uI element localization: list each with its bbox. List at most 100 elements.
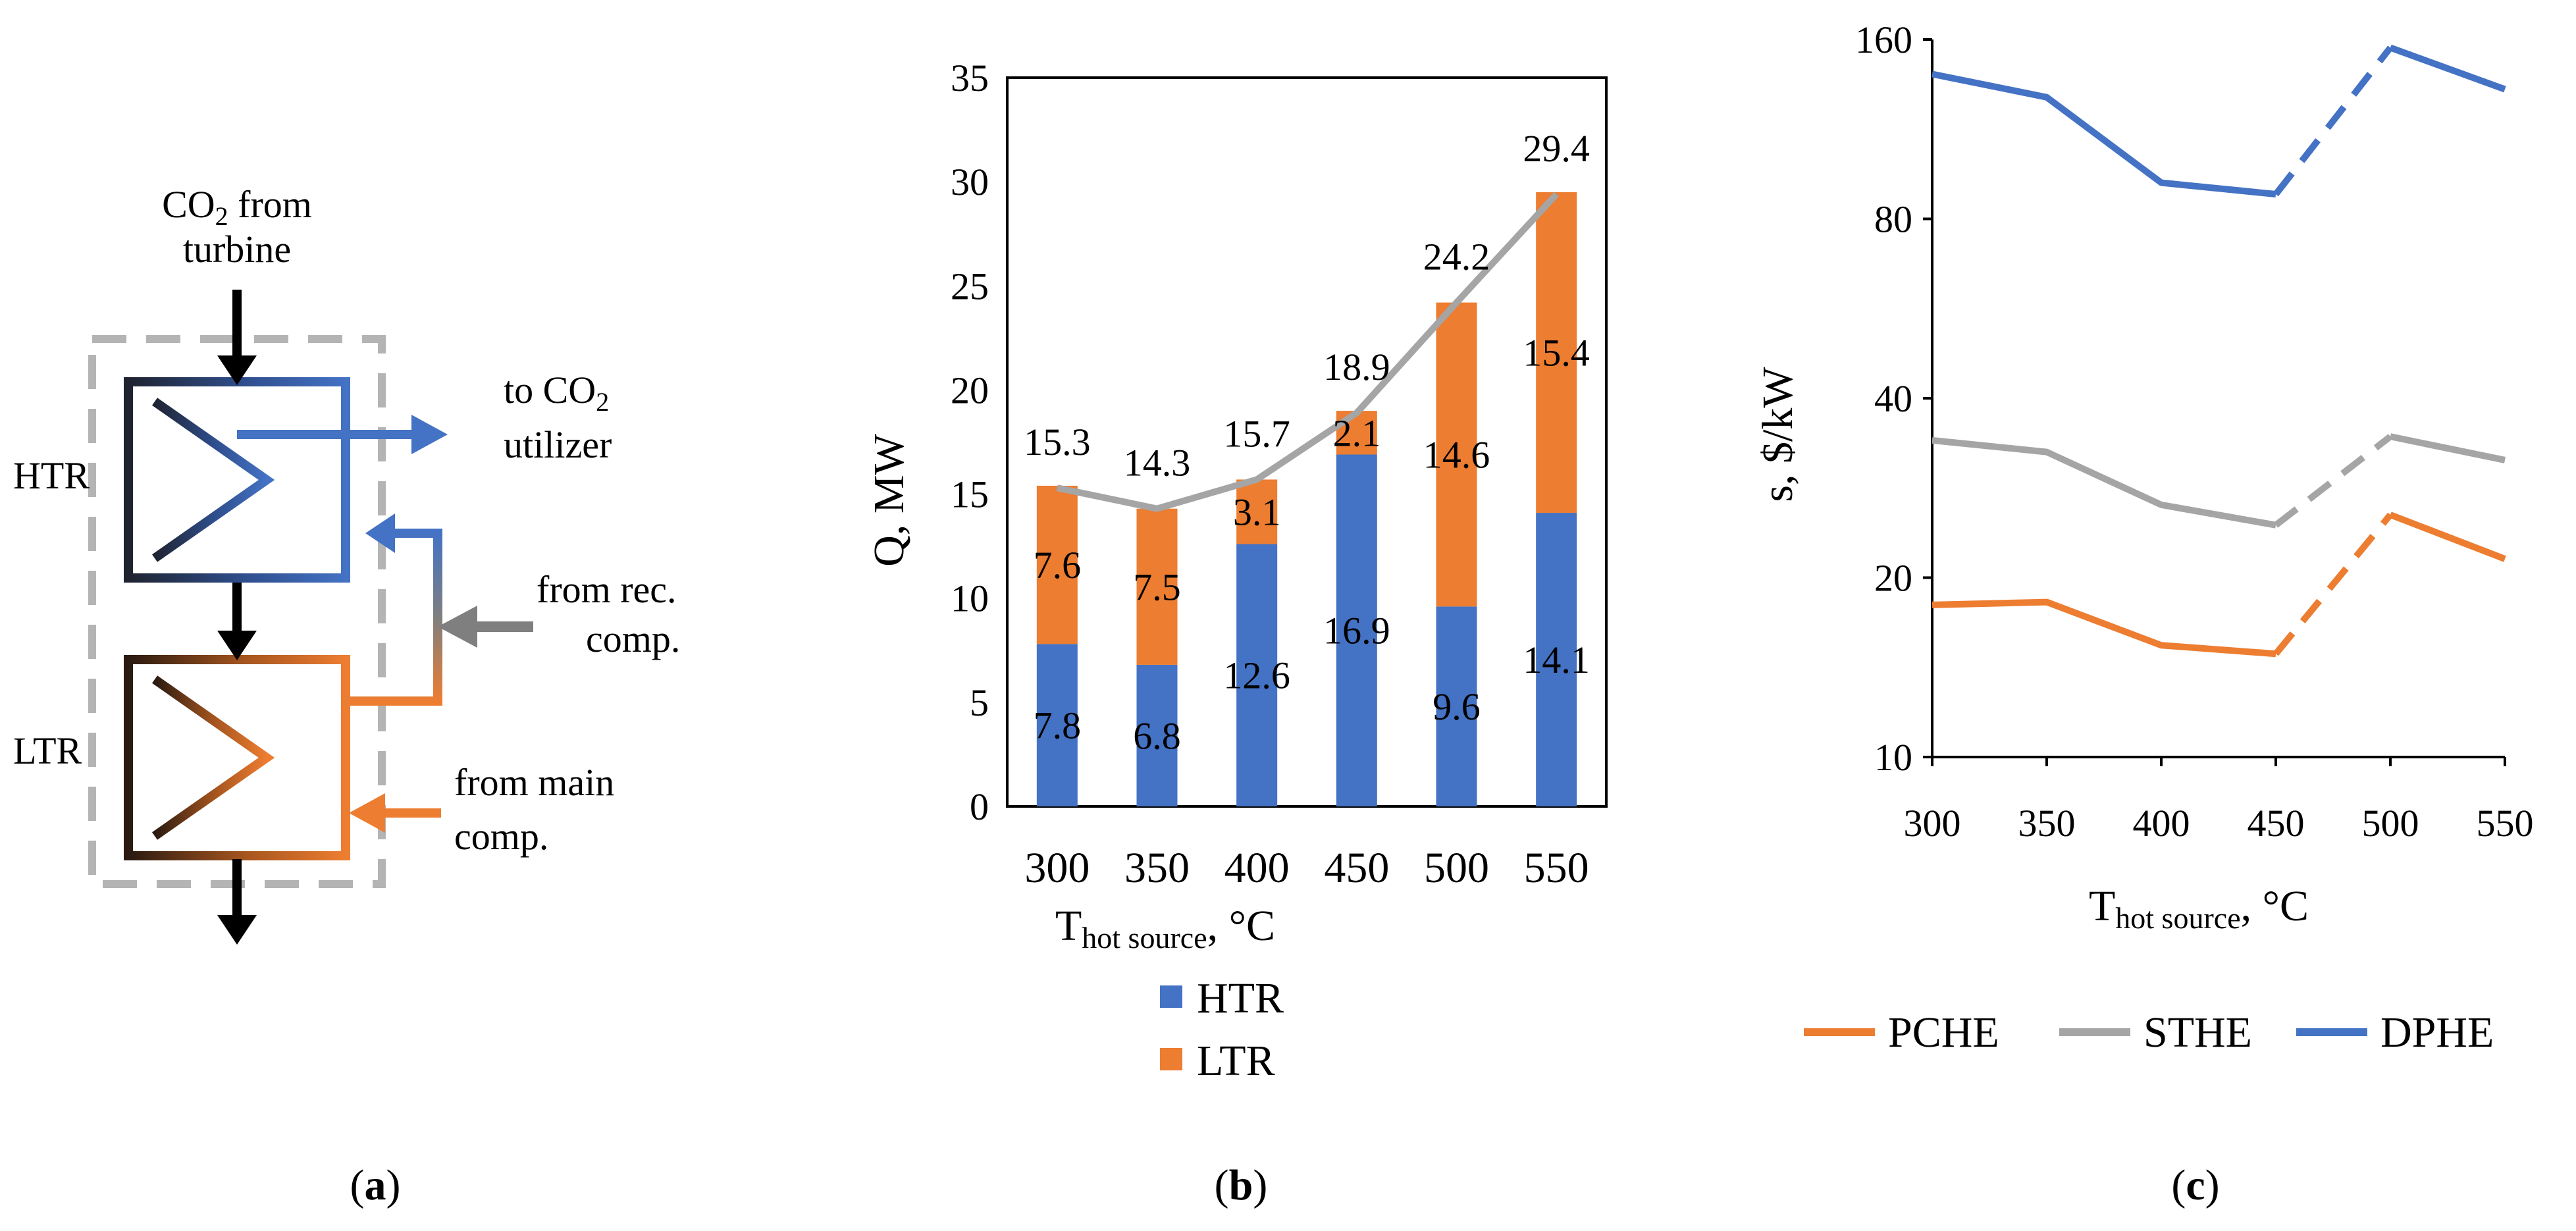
legend-label-ltr: LTR xyxy=(1197,1037,1275,1085)
x-tick-label-400: 400 xyxy=(1224,844,1290,892)
label-total-300: 15.3 xyxy=(1024,421,1091,463)
series-pche-dashed xyxy=(2273,512,2393,656)
label-htr-550: 14.1 xyxy=(1523,639,1590,681)
from-main-label-1: from main xyxy=(454,761,614,804)
ltr-zigzag xyxy=(151,675,275,840)
legend-swatch-htr xyxy=(1160,985,1182,1008)
panel-a-label: (a) xyxy=(350,1161,401,1209)
series-dphe-solid-right xyxy=(2389,44,2506,93)
total-q-line xyxy=(1056,192,1559,512)
bar-htr-350 xyxy=(1136,664,1178,806)
label-total-400: 15.7 xyxy=(1223,412,1290,455)
label-ltr-350: 7.5 xyxy=(1133,565,1181,608)
line-chart-ylabel: s, $/kW xyxy=(1754,367,1802,502)
utilizer-label: utilizer xyxy=(504,423,612,466)
y-tick-label-15: 15 xyxy=(951,473,989,516)
label-ltr-550: 15.4 xyxy=(1523,331,1590,374)
y-tick-label-80: 80 xyxy=(1874,198,1912,241)
y-tick-label-40: 40 xyxy=(1874,377,1912,420)
line-chart-xlabel: Thot source, °C xyxy=(2089,882,2309,935)
to-co2-label: to CO2 xyxy=(504,369,609,417)
panel-b-label: (b) xyxy=(1215,1161,1268,1209)
x-tick-label-550: 550 xyxy=(2477,802,2534,845)
series-dphe-solid-left xyxy=(1932,70,2276,198)
series-pche-solid-left xyxy=(1932,598,2276,658)
turbine-label: turbine xyxy=(183,228,291,271)
legend-label-htr: HTR xyxy=(1197,974,1284,1022)
x-tick-label-350: 350 xyxy=(2018,802,2076,845)
label-htr-350: 6.8 xyxy=(1133,714,1181,757)
bar-htr-500 xyxy=(1436,606,1477,806)
panel-a-schematic: CO2 from turbine to CO2 utilizer HTR LTR… xyxy=(13,183,680,1209)
y-tick-label-160: 160 xyxy=(1855,18,1912,61)
x-tick-label-550: 550 xyxy=(1524,844,1589,892)
bar-chart-legend: HTR LTR xyxy=(1160,974,1284,1085)
from-rec-label-1: from rec. xyxy=(537,568,677,611)
co2-from-label: CO2 from xyxy=(162,183,312,231)
bar-chart-plot-frame xyxy=(1006,76,1608,808)
bar-htr-400 xyxy=(1236,544,1278,806)
x-tick-label-450: 450 xyxy=(2247,802,2305,845)
series-sthe-solid-right xyxy=(2389,433,2506,463)
x-tick-label-500: 500 xyxy=(2362,802,2419,845)
label-ltr-400: 3.1 xyxy=(1233,490,1281,533)
bar-chart-axes: 0 5 10 15 20 25 30 35 300 350 400 450 500 550 xyxy=(951,57,1608,892)
y-tick-label-30: 30 xyxy=(951,161,989,203)
series-sthe-solid-left xyxy=(1932,436,2276,529)
y-tick-label-10: 10 xyxy=(1874,736,1912,779)
ltr-label: LTR xyxy=(13,729,82,772)
panel-c-line-chart: 10 20 40 80 160 300 350 400 450 500 550 s, $/kW Th… xyxy=(1754,18,2534,1209)
y-tick-label-20: 20 xyxy=(951,369,989,411)
bar-chart-total-line xyxy=(1056,192,1559,512)
from-rec-label-2: comp. xyxy=(586,617,680,660)
series-pche-solid-right xyxy=(2389,511,2506,562)
legend-label-sthe: STHE xyxy=(2143,1008,2252,1057)
from-rec-comp-arrow xyxy=(346,513,533,706)
bar-ltr-500 xyxy=(1436,302,1477,607)
bar-ltr-550 xyxy=(1536,192,1577,513)
label-htr-300: 7.8 xyxy=(1034,704,1082,747)
label-ltr-300: 7.6 xyxy=(1034,544,1082,587)
bar-chart-bars xyxy=(1036,192,1577,806)
label-ltr-500: 14.6 xyxy=(1423,433,1490,476)
x-tick-label-500: 500 xyxy=(1424,844,1489,892)
bar-ltr-350 xyxy=(1136,508,1178,665)
label-total-450: 18.9 xyxy=(1323,346,1390,388)
line-chart-series xyxy=(1932,44,2506,658)
label-htr-450: 16.9 xyxy=(1323,610,1390,652)
line-chart-axes: 10 20 40 80 160 300 350 400 450 500 550 xyxy=(1855,18,2534,845)
label-htr-500: 9.6 xyxy=(1433,685,1481,728)
bar-ltr-300 xyxy=(1036,485,1078,644)
bar-chart-data-labels: 7.8 7.6 15.3 6.8 7.5 14.3 12.6 3.1 15.7 16.9 2.1 18… xyxy=(1024,127,1590,757)
y-tick-label-25: 25 xyxy=(951,265,989,307)
x-tick-label-300: 300 xyxy=(1904,802,1961,845)
from-main-comp-arrow xyxy=(349,793,441,833)
series-dphe-dashed xyxy=(2273,45,2393,197)
x-tick-label-450: 450 xyxy=(1324,844,1389,892)
label-total-350: 14.3 xyxy=(1124,442,1191,485)
bar-chart-ylabel: Q, MW xyxy=(865,433,913,566)
panel-c-label: (c) xyxy=(2171,1161,2219,1209)
y-tick-label-20: 20 xyxy=(1874,557,1912,600)
bar-htr-300 xyxy=(1036,644,1078,806)
bar-htr-450 xyxy=(1336,454,1377,806)
bar-ltr-400 xyxy=(1236,479,1278,544)
series-sthe-dashed xyxy=(2273,434,2393,528)
panel-b-bar-chart: 0 5 10 15 20 25 30 35 300 350 400 450 500 550 7.8 7.6 1… xyxy=(865,57,1608,1209)
label-total-500: 24.2 xyxy=(1423,236,1490,278)
x-tick-label-350: 350 xyxy=(1124,844,1190,892)
htr-zigzag xyxy=(151,398,275,562)
legend-label-pche: PCHE xyxy=(1888,1008,1999,1057)
legend-swatch-ltr xyxy=(1160,1048,1182,1070)
label-ltr-450: 2.1 xyxy=(1333,411,1381,454)
to-co2-utilizer-arrow xyxy=(237,415,448,454)
y-tick-label-35: 35 xyxy=(951,57,989,99)
x-tick-label-300: 300 xyxy=(1024,844,1090,892)
label-htr-400: 12.6 xyxy=(1223,654,1290,697)
bar-chart-xlabel: Thot source, °C xyxy=(1055,902,1275,955)
y-tick-label-0: 0 xyxy=(970,785,989,828)
y-tick-label-10: 10 xyxy=(951,577,989,620)
htr-label: HTR xyxy=(13,454,90,497)
legend-label-dphe: DPHE xyxy=(2380,1008,2494,1057)
